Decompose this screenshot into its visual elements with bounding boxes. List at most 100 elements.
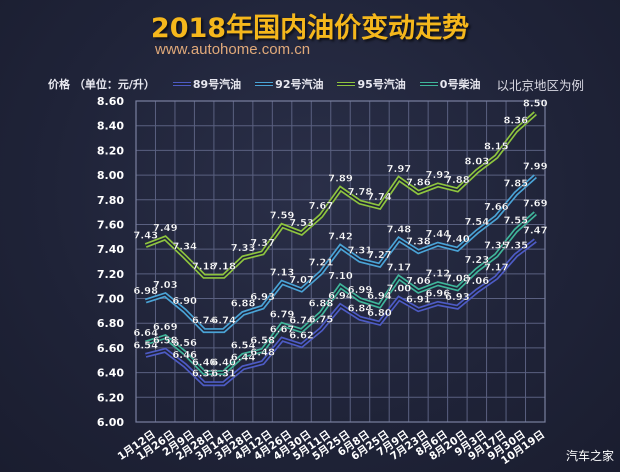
- y-tick-label: 6.00: [97, 416, 124, 429]
- legend-label-92: 92号汽油: [275, 78, 324, 91]
- series-line: [144, 111, 537, 279]
- data-label: 6.93: [250, 292, 275, 303]
- data-label: 7.38: [406, 237, 431, 248]
- legend-label-89: 89号汽油: [192, 78, 242, 91]
- grid: [135, 100, 546, 423]
- y-tick-label: 7.00: [97, 293, 124, 306]
- series-line-inner: [145, 239, 536, 385]
- data-label: 8.36: [503, 116, 528, 127]
- data-label: 6.94: [328, 291, 353, 302]
- data-label: 7.35: [503, 240, 528, 251]
- legend-label-diesel: 0号柴油: [439, 78, 481, 91]
- data-label: 7.12: [426, 269, 451, 280]
- data-label: 7.55: [503, 216, 528, 227]
- data-label: 7.18: [211, 261, 236, 272]
- data-label: 6.69: [153, 322, 178, 333]
- data-label: 7.44: [426, 229, 451, 240]
- data-label: 7.43: [133, 230, 158, 241]
- data-label: 7.21: [309, 258, 334, 269]
- legend-swatch-95: [337, 82, 356, 86]
- data-label: 6.74: [192, 316, 217, 327]
- series-lines: [144, 111, 537, 387]
- data-labels: 7.437.49 7.34 7.187.18 7.337.37 7.597.53 7.67…: [133, 98, 548, 380]
- data-label: 7.03: [153, 280, 178, 291]
- y-tick-label: 6.60: [97, 342, 124, 355]
- data-label: 6.90: [172, 296, 197, 307]
- data-label: 6.91: [406, 295, 431, 306]
- y-tick-label: 8.60: [97, 95, 124, 108]
- data-label: 7.85: [503, 179, 528, 190]
- data-label: 7.48: [387, 224, 412, 235]
- legend-label-95: 95号汽油: [357, 78, 406, 91]
- data-label: 6.64: [133, 328, 158, 339]
- source-url: www.autohome.com.cn: [155, 41, 311, 58]
- data-label: 7.97: [387, 164, 412, 175]
- data-label: 7.17: [484, 263, 509, 274]
- data-label: 6.58: [153, 335, 178, 346]
- autohome-watermark: 汽车之家: [565, 449, 614, 463]
- y-tick-label: 7.40: [97, 243, 124, 256]
- legend-item-89: 89号汽油: [172, 76, 242, 92]
- data-label: 6.56: [172, 338, 197, 349]
- data-label: 7.42: [328, 232, 353, 243]
- series-line-inner: [145, 212, 536, 374]
- data-label: 6.84: [348, 303, 373, 314]
- legend-item-diesel: 0号柴油: [419, 76, 481, 92]
- data-label: 6.74: [289, 316, 314, 327]
- data-label: 7.74: [367, 192, 392, 203]
- data-label: 6.79: [270, 309, 295, 320]
- data-label: 8.03: [464, 156, 489, 167]
- data-label: 6.94: [367, 291, 392, 302]
- data-label: 8.50: [523, 98, 548, 109]
- data-label: 7.67: [309, 201, 334, 212]
- unit-label: 价格 （单位：元/升）: [48, 78, 155, 91]
- y-tick-label: 7.60: [97, 218, 124, 231]
- data-label: 6.88: [231, 298, 256, 309]
- data-label: 7.27: [367, 250, 392, 261]
- data-label: 6.54: [231, 340, 256, 351]
- data-label: 6.80: [367, 308, 392, 319]
- x-axis: 1月12日1月26日2月9日2月28日3月14日3月28日4月12日4月26日4…: [116, 429, 548, 468]
- data-label: 6.31: [192, 369, 217, 380]
- y-tick-label: 6.20: [97, 391, 124, 404]
- data-label: 6.40: [211, 358, 236, 369]
- data-label: 7.78: [348, 187, 373, 198]
- data-label: 6.48: [250, 348, 275, 359]
- legend-item-95: 95号汽油: [337, 76, 406, 92]
- data-label: 7.17: [387, 263, 412, 274]
- data-label: 6.93: [445, 292, 470, 303]
- data-label: 7.88: [445, 175, 470, 186]
- y-tick-label: 8.00: [97, 169, 124, 182]
- data-label: 7.18: [192, 261, 217, 272]
- data-label: 7.49: [153, 223, 178, 234]
- data-label: 7.23: [464, 255, 489, 266]
- series-line-inner: [145, 112, 536, 278]
- data-label: 6.99: [348, 285, 373, 296]
- data-label: 7.89: [328, 174, 353, 185]
- data-label: 7.92: [426, 170, 451, 181]
- legend-swatch-92: [255, 82, 274, 86]
- data-label: 6.74: [211, 316, 236, 327]
- legend: 价格 （单位：元/升） 89号汽油 92号汽油 95号汽油 0号柴油 以北京地区…: [48, 76, 584, 93]
- data-label: 7.00: [387, 284, 412, 295]
- data-label: 7.53: [289, 218, 314, 229]
- data-label: 7.31: [348, 245, 373, 256]
- data-label: 7.54: [464, 217, 489, 228]
- data-label: 8.15: [484, 142, 509, 153]
- data-label: 7.69: [523, 198, 548, 209]
- legend-swatch-diesel: [419, 82, 438, 86]
- data-label: 6.75: [309, 314, 334, 325]
- plot-frame: [135, 100, 546, 423]
- data-label: 7.66: [484, 202, 509, 213]
- legend-item-92: 92号汽油: [255, 76, 323, 92]
- data-label: 6.31: [211, 369, 236, 380]
- y-tick-label: 6.40: [97, 367, 124, 380]
- data-label: 7.06: [464, 276, 489, 287]
- data-label: 7.08: [445, 274, 470, 285]
- data-label: 7.10: [328, 271, 353, 282]
- data-label: 7.35: [484, 240, 509, 251]
- data-label: 7.59: [270, 211, 295, 222]
- data-label: 7.47: [523, 226, 548, 237]
- data-label: 7.37: [250, 238, 275, 249]
